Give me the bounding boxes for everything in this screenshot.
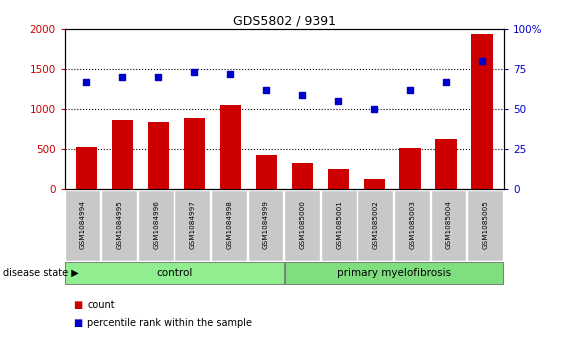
Point [82, 79, 91, 85]
Text: GSM1084999: GSM1084999 [263, 201, 269, 249]
Point [118, 74, 127, 80]
Bar [75, 147, 97, 189]
Text: GSM1084995: GSM1084995 [117, 201, 123, 249]
Bar [364, 179, 385, 189]
Text: ■: ■ [73, 318, 82, 328]
Text: percentile rank within the sample: percentile rank within the sample [87, 318, 252, 328]
Text: primary myelofibrosis: primary myelofibrosis [337, 268, 451, 278]
Text: GSM1085001: GSM1085001 [336, 201, 342, 249]
Point [298, 91, 307, 97]
Point [478, 58, 487, 64]
Text: GSM1084997: GSM1084997 [190, 201, 196, 249]
Text: GSM1085000: GSM1085000 [300, 201, 306, 249]
Bar [148, 122, 169, 189]
Bar [292, 163, 313, 189]
Point [262, 87, 271, 93]
Text: GSM1084998: GSM1084998 [226, 201, 233, 249]
Point [334, 98, 343, 104]
Bar [328, 169, 349, 189]
Title: GDS5802 / 9391: GDS5802 / 9391 [233, 15, 336, 28]
Bar [471, 34, 493, 189]
Point [406, 87, 415, 93]
Text: GSM1085005: GSM1085005 [482, 201, 489, 249]
Point [190, 69, 199, 75]
Bar [400, 148, 421, 189]
Text: GSM1085003: GSM1085003 [409, 201, 415, 249]
Text: disease state ▶: disease state ▶ [3, 268, 79, 278]
Text: GSM1084994: GSM1084994 [80, 201, 86, 249]
Text: ■: ■ [73, 300, 82, 310]
Bar [184, 118, 205, 189]
Text: control: control [157, 268, 193, 278]
Bar [256, 155, 277, 189]
Bar [111, 120, 133, 189]
Point [370, 106, 379, 112]
Point [154, 74, 163, 80]
Bar [436, 139, 457, 189]
Bar [220, 105, 241, 189]
Text: GSM1085002: GSM1085002 [373, 201, 379, 249]
Text: count: count [87, 300, 115, 310]
Point [226, 71, 235, 77]
Point [442, 79, 451, 85]
Text: GSM1084996: GSM1084996 [153, 201, 159, 249]
Text: GSM1085004: GSM1085004 [446, 201, 452, 249]
